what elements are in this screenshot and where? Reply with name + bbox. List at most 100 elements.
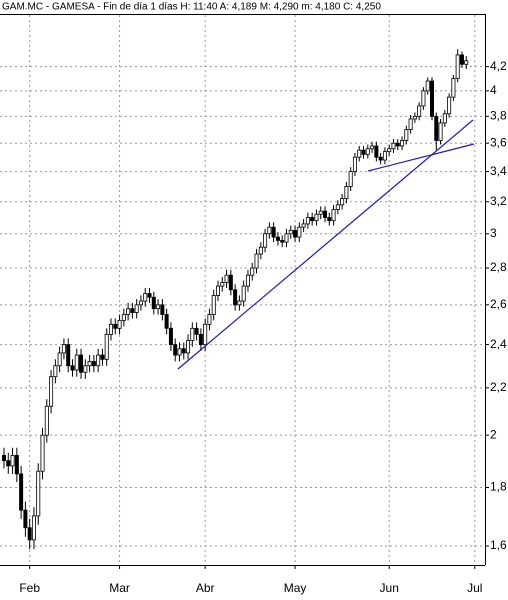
candle-body — [70, 365, 75, 371]
candle-body — [181, 348, 186, 354]
y-tick-label: 4 — [490, 83, 497, 97]
candle-body — [96, 354, 101, 367]
candle-body — [258, 246, 263, 255]
candle-body — [459, 54, 464, 65]
candle-body — [74, 354, 79, 371]
candle-body — [284, 233, 289, 243]
candle-body — [91, 361, 96, 367]
candle-body — [79, 354, 84, 373]
candle-body — [211, 294, 216, 315]
candle-body — [190, 327, 195, 341]
candle-body — [280, 240, 285, 243]
candle-body — [121, 314, 126, 321]
candle-body — [14, 455, 19, 475]
candle-body — [429, 80, 434, 117]
candle-body — [220, 282, 225, 287]
candle-body — [370, 145, 375, 150]
candle-body — [357, 149, 362, 158]
candle-body — [310, 217, 315, 222]
candle-body — [49, 376, 54, 407]
candle-body — [19, 473, 24, 511]
candle-body — [408, 118, 413, 130]
candle-body — [207, 314, 212, 325]
y-tick-label: 1,8 — [490, 480, 507, 494]
candle-body — [126, 308, 131, 315]
candle-body — [340, 198, 345, 206]
trend-line — [177, 119, 474, 370]
candle-body — [417, 105, 422, 117]
candle-body — [455, 54, 460, 79]
candle-body — [177, 348, 182, 356]
candle-body — [318, 210, 323, 215]
candle-body — [61, 344, 66, 354]
x-tick-label: Feb — [19, 581, 40, 595]
candle-body — [352, 156, 357, 172]
candle-body — [2, 455, 7, 462]
candle-body — [434, 115, 439, 141]
candle-body — [464, 60, 469, 65]
candle-body — [267, 226, 272, 235]
y-tick-label: 3,8 — [490, 109, 507, 123]
candle-body — [382, 151, 387, 161]
candle-body — [31, 515, 36, 541]
candle-body — [237, 300, 242, 306]
candle-body — [301, 223, 306, 228]
candle-body — [156, 304, 161, 310]
candle-body — [198, 333, 203, 346]
y-tick-label: 1,6 — [490, 538, 507, 552]
candle-body — [151, 296, 156, 310]
candle-body — [400, 140, 405, 147]
candle-body — [160, 304, 165, 315]
candle-body — [6, 460, 11, 467]
candle-body — [27, 527, 32, 541]
y-tick-label: 4,2 — [490, 59, 507, 73]
candle-body — [113, 323, 118, 329]
candle-body — [297, 226, 302, 238]
candle-body — [194, 327, 199, 335]
candle-body — [404, 129, 409, 141]
x-tick-label: Mar — [109, 581, 130, 595]
y-tick-label: 2,8 — [490, 260, 507, 274]
x-tick-label: May — [284, 581, 307, 595]
candle-body — [254, 253, 259, 269]
candle-body — [203, 323, 208, 346]
candle-body — [53, 365, 58, 378]
candle-body — [327, 217, 332, 222]
y-tick-label: 2 — [490, 427, 497, 441]
x-tick-label: Jun — [380, 581, 399, 595]
candle-body — [335, 204, 340, 210]
candle-body — [117, 319, 122, 329]
candle-body — [395, 142, 400, 147]
candle-body — [143, 293, 148, 302]
candle-body — [447, 96, 452, 115]
y-tick-label: 2,4 — [490, 337, 507, 351]
y-tick-label: 3,2 — [490, 194, 507, 208]
chart-title: GAM.MC - GAMESA - Fin de día 1 días H: 1… — [2, 2, 381, 13]
candle-body — [314, 213, 319, 222]
candle-body — [10, 455, 15, 467]
candle-body — [288, 230, 293, 235]
candle-body — [100, 354, 105, 360]
candle-body — [387, 148, 392, 152]
candle-body — [147, 293, 152, 298]
candle-body — [412, 115, 417, 120]
y-tick-label: 3,4 — [490, 164, 507, 178]
candle-body — [263, 233, 268, 248]
candle-body — [23, 509, 28, 529]
candle-body — [228, 274, 233, 291]
candle-body — [361, 149, 366, 155]
candle-body — [40, 434, 45, 472]
candle-body — [224, 274, 229, 283]
candle-body — [66, 344, 71, 367]
candle-body — [250, 267, 255, 276]
x-tick-label: Abr — [196, 581, 215, 595]
y-tick-label: 3,6 — [490, 135, 507, 149]
candle-body — [271, 226, 276, 238]
y-tick-label: 3 — [490, 226, 497, 240]
trend-line — [367, 143, 475, 172]
candle-body — [173, 344, 178, 356]
candle-body — [425, 80, 430, 92]
candle-body — [215, 285, 220, 296]
candle-body — [186, 340, 191, 354]
candle-body — [365, 148, 370, 155]
